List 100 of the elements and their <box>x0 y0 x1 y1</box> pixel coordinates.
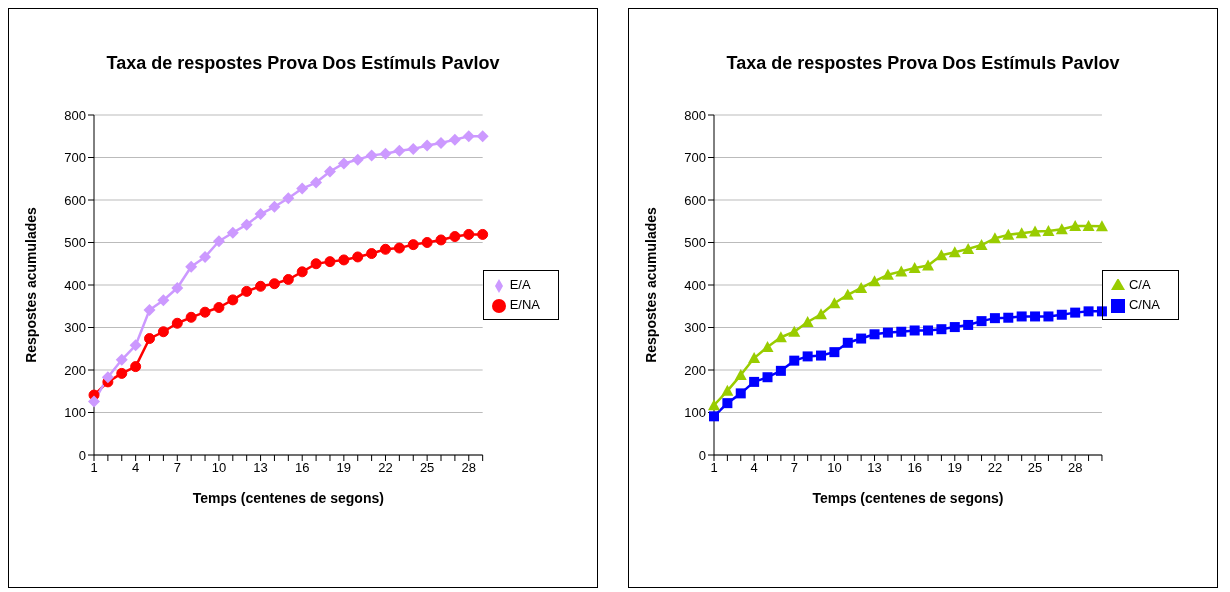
point <box>1043 311 1054 322</box>
x-tick-label: 25 <box>1027 460 1043 476</box>
y-tick-label: 0 <box>78 447 86 463</box>
y-tick-label: 0 <box>698 447 706 463</box>
point <box>761 341 774 353</box>
point <box>393 242 405 254</box>
point <box>477 228 489 240</box>
point <box>254 208 267 221</box>
point <box>735 388 746 399</box>
point <box>802 351 813 362</box>
point <box>829 347 840 358</box>
point <box>734 369 747 381</box>
point <box>1095 220 1108 232</box>
x-axis-title: Temps (centenes de segons) <box>192 490 384 506</box>
point <box>788 325 801 337</box>
point <box>130 361 142 373</box>
x-tick-label: 10 <box>827 460 842 476</box>
y-tick-label: 400 <box>684 277 706 293</box>
point <box>199 306 211 318</box>
y-tick-label: 500 <box>684 235 706 251</box>
point <box>989 313 1000 324</box>
point <box>882 327 893 338</box>
x-tick-label: 16 <box>907 460 922 476</box>
y-tick-label: 300 <box>64 320 86 336</box>
y-axis-title: Respostes acumulades <box>22 206 39 363</box>
point <box>240 218 253 231</box>
point <box>868 275 881 287</box>
x-tick-label: 16 <box>294 460 310 476</box>
point <box>1055 223 1068 235</box>
point <box>762 372 773 383</box>
point <box>282 273 294 285</box>
point <box>338 254 350 266</box>
point <box>352 251 364 263</box>
point <box>721 384 734 396</box>
x-tick-label: 22 <box>987 460 1003 476</box>
point <box>227 294 239 306</box>
chart-title: Taxa de respostes Prova Dos Estímuls Pavlov <box>105 52 501 75</box>
x-tick-label: 7 <box>173 460 181 476</box>
point <box>948 246 961 258</box>
point <box>448 133 461 146</box>
point <box>199 250 212 263</box>
point <box>922 259 935 271</box>
point <box>462 130 475 143</box>
point <box>296 266 308 278</box>
point <box>213 302 225 314</box>
point <box>1042 225 1055 237</box>
chart-title: Taxa de respostes Prova Dos Estímuls Pavlov <box>725 52 1121 75</box>
point <box>379 147 392 160</box>
point <box>241 285 253 297</box>
point <box>268 200 281 213</box>
y-tick-label: 800 <box>64 107 86 123</box>
y-tick-label: 700 <box>64 150 86 166</box>
point <box>1015 227 1028 239</box>
point <box>709 411 719 422</box>
y-tick-label: 500 <box>64 235 86 251</box>
point <box>463 228 475 240</box>
point <box>828 297 841 309</box>
y-tick-label: 200 <box>684 362 706 378</box>
point <box>1096 306 1107 317</box>
point <box>1083 306 1094 317</box>
point <box>226 226 239 239</box>
point <box>1082 219 1095 231</box>
point <box>366 248 378 260</box>
x-tick-label: 1 <box>710 460 718 476</box>
x-tick-label: 19 <box>336 460 352 476</box>
point <box>212 235 225 248</box>
point <box>963 319 974 330</box>
y-tick-label: 600 <box>64 192 86 208</box>
point <box>185 311 197 323</box>
point <box>171 281 184 294</box>
point <box>923 325 934 336</box>
point <box>842 337 853 348</box>
y-tick-label: 100 <box>684 405 706 421</box>
point <box>88 395 100 408</box>
legend-label: C/NA <box>1128 297 1160 312</box>
x-tick-label: 28 <box>461 460 477 476</box>
x-tick-label: 10 <box>211 460 227 476</box>
point <box>255 280 267 292</box>
point <box>841 288 854 300</box>
point <box>775 365 786 376</box>
x-tick-label: 4 <box>750 460 758 476</box>
point <box>157 294 170 307</box>
x-tick-label: 25 <box>419 460 435 476</box>
legend-label: C/A <box>1128 277 1151 292</box>
point <box>856 333 867 344</box>
x-tick-label: 1 <box>90 460 98 476</box>
point <box>421 139 434 152</box>
point <box>115 353 128 366</box>
point <box>310 258 322 270</box>
point <box>708 399 720 411</box>
x-tick-label: 13 <box>867 460 882 476</box>
y-tick-label: 700 <box>684 150 706 166</box>
point <box>185 260 198 273</box>
point <box>909 325 920 336</box>
point <box>337 157 350 170</box>
point <box>323 165 336 178</box>
point <box>935 249 948 261</box>
point <box>310 176 323 189</box>
x-tick-label: 28 <box>1067 460 1083 476</box>
point <box>116 367 128 379</box>
